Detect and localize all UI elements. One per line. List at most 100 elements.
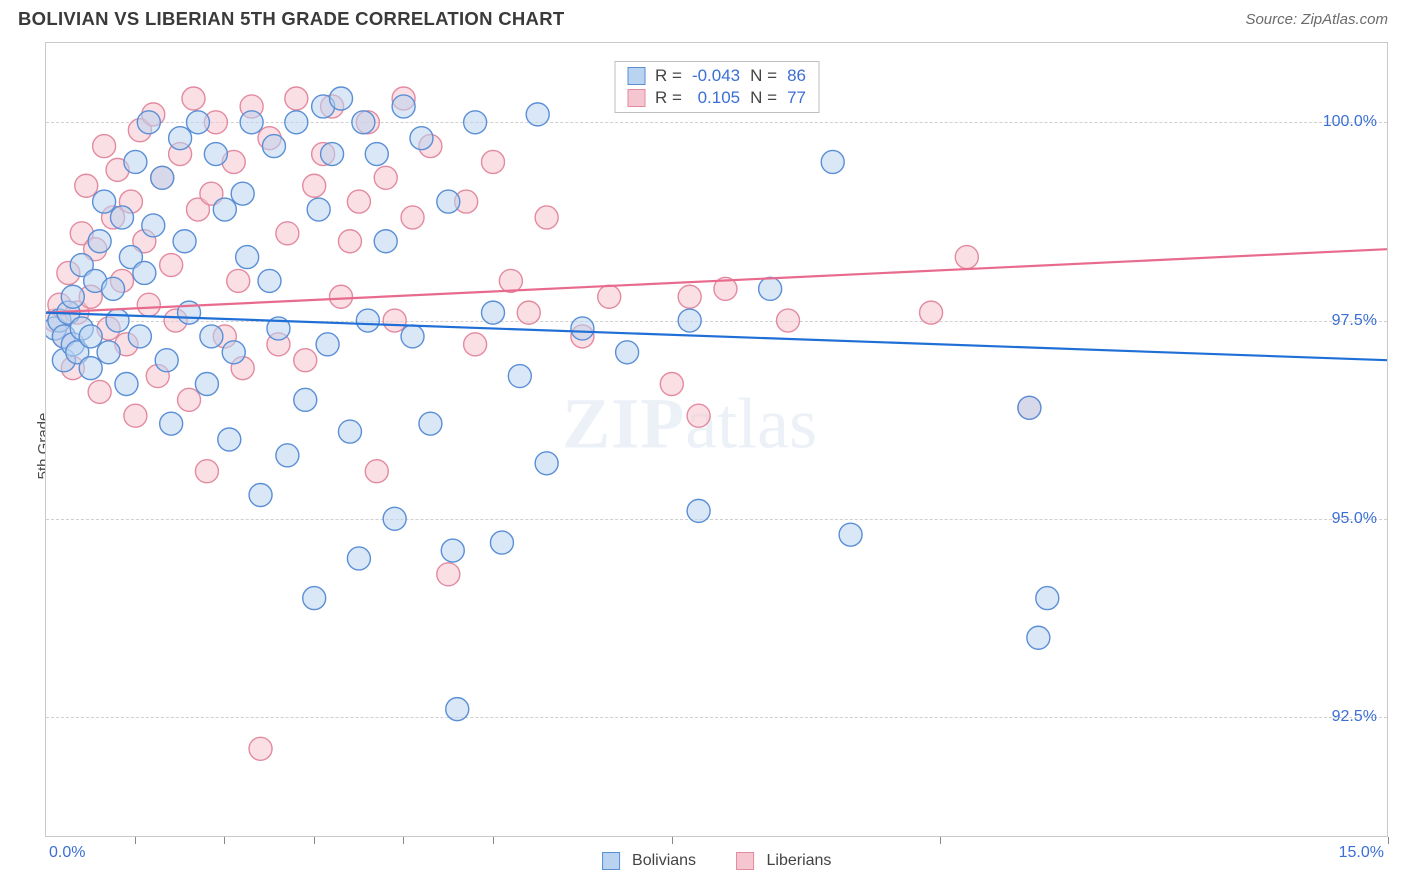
point-bolivians: [352, 111, 375, 134]
stat-n-label-b: N =: [750, 88, 777, 108]
point-bolivians: [195, 372, 218, 395]
point-liberians: [374, 166, 397, 189]
point-bolivians: [526, 103, 549, 126]
point-bolivians: [142, 214, 165, 237]
x-tick: [224, 837, 225, 844]
legend-label-bolivians: Bolivians: [632, 852, 696, 869]
point-bolivians: [571, 317, 594, 340]
point-liberians: [678, 285, 701, 308]
x-tick: [314, 837, 315, 844]
point-liberians: [137, 293, 160, 316]
point-liberians: [499, 269, 522, 292]
point-bolivians: [93, 190, 116, 213]
point-liberians: [303, 174, 326, 197]
point-bolivians: [236, 246, 259, 269]
source-label: Source: ZipAtlas.com: [1245, 11, 1388, 28]
point-bolivians: [482, 301, 505, 324]
bottom-legend: Bolivians Liberians: [602, 852, 832, 870]
point-bolivians: [160, 412, 183, 435]
point-bolivians: [276, 444, 299, 467]
point-liberians: [124, 404, 147, 427]
point-bolivians: [186, 111, 209, 134]
point-bolivians: [446, 698, 469, 721]
point-bolivians: [307, 198, 330, 221]
point-bolivians: [61, 285, 84, 308]
x-max-label: 15.0%: [1339, 844, 1384, 862]
point-liberians: [777, 309, 800, 332]
point-bolivians: [464, 111, 487, 134]
point-bolivians: [374, 230, 397, 253]
legend-item-bolivians: Bolivians: [602, 852, 696, 870]
point-bolivians: [616, 341, 639, 364]
point-liberians: [517, 301, 540, 324]
point-bolivians: [240, 111, 263, 134]
stat-r-label-a: R =: [655, 66, 682, 86]
chart-container: ZIPatlas 100.0%97.5%95.0%92.5% R = -0.04…: [45, 42, 1388, 837]
point-liberians: [249, 737, 272, 760]
x-tick: [403, 837, 404, 844]
x-min-label: 0.0%: [49, 844, 85, 862]
x-tick: [135, 837, 136, 844]
point-bolivians: [106, 309, 129, 332]
point-liberians: [285, 87, 308, 110]
point-bolivians: [330, 87, 353, 110]
point-bolivians: [821, 150, 844, 173]
point-liberians: [338, 230, 361, 253]
point-liberians: [920, 301, 943, 324]
stats-legend-box: R = -0.043 N = 86 R = 0.105 N = 77: [614, 61, 819, 113]
point-bolivians: [687, 499, 710, 522]
point-bolivians: [222, 341, 245, 364]
point-liberians: [464, 333, 487, 356]
point-bolivians: [365, 143, 388, 166]
point-bolivians: [338, 420, 361, 443]
point-bolivians: [347, 547, 370, 570]
point-liberians: [276, 222, 299, 245]
scatter-svg: [46, 43, 1387, 836]
point-bolivians: [88, 230, 111, 253]
point-liberians: [93, 135, 116, 158]
point-liberians: [535, 206, 558, 229]
point-bolivians: [678, 309, 701, 332]
legend-item-liberians: Liberians: [736, 852, 831, 870]
point-bolivians: [410, 127, 433, 150]
point-bolivians: [285, 111, 308, 134]
chart-title: BOLIVIAN VS LIBERIAN 5TH GRADE CORRELATI…: [18, 8, 564, 30]
point-bolivians: [303, 587, 326, 610]
point-bolivians: [441, 539, 464, 562]
point-bolivians: [759, 277, 782, 300]
point-bolivians: [262, 135, 285, 158]
point-bolivians: [258, 269, 281, 292]
legend-swatch-liberians-icon: [736, 852, 754, 870]
point-liberians: [178, 388, 201, 411]
point-bolivians: [133, 261, 156, 284]
point-bolivians: [419, 412, 442, 435]
point-bolivians: [383, 507, 406, 530]
point-liberians: [955, 246, 978, 269]
point-liberians: [347, 190, 370, 213]
point-bolivians: [490, 531, 513, 554]
stat-r-value-b: 0.105: [692, 88, 740, 108]
point-bolivians: [839, 523, 862, 546]
point-liberians: [195, 460, 218, 483]
point-bolivians: [151, 166, 174, 189]
point-bolivians: [1027, 626, 1050, 649]
point-bolivians: [79, 325, 102, 348]
trendline-bolivians: [46, 313, 1387, 361]
point-liberians: [160, 254, 183, 277]
point-bolivians: [294, 388, 317, 411]
stat-r-value-a: -0.043: [692, 66, 740, 86]
point-bolivians: [218, 428, 241, 451]
point-liberians: [660, 372, 683, 395]
point-liberians: [330, 285, 353, 308]
point-bolivians: [128, 325, 151, 348]
point-bolivians: [169, 127, 192, 150]
point-liberians: [598, 285, 621, 308]
point-bolivians: [204, 143, 227, 166]
point-bolivians: [535, 452, 558, 475]
point-bolivians: [316, 333, 339, 356]
point-bolivians: [401, 325, 424, 348]
point-bolivians: [508, 365, 531, 388]
legend-swatch-bolivians-icon: [602, 852, 620, 870]
point-bolivians: [110, 206, 133, 229]
point-liberians: [482, 150, 505, 173]
